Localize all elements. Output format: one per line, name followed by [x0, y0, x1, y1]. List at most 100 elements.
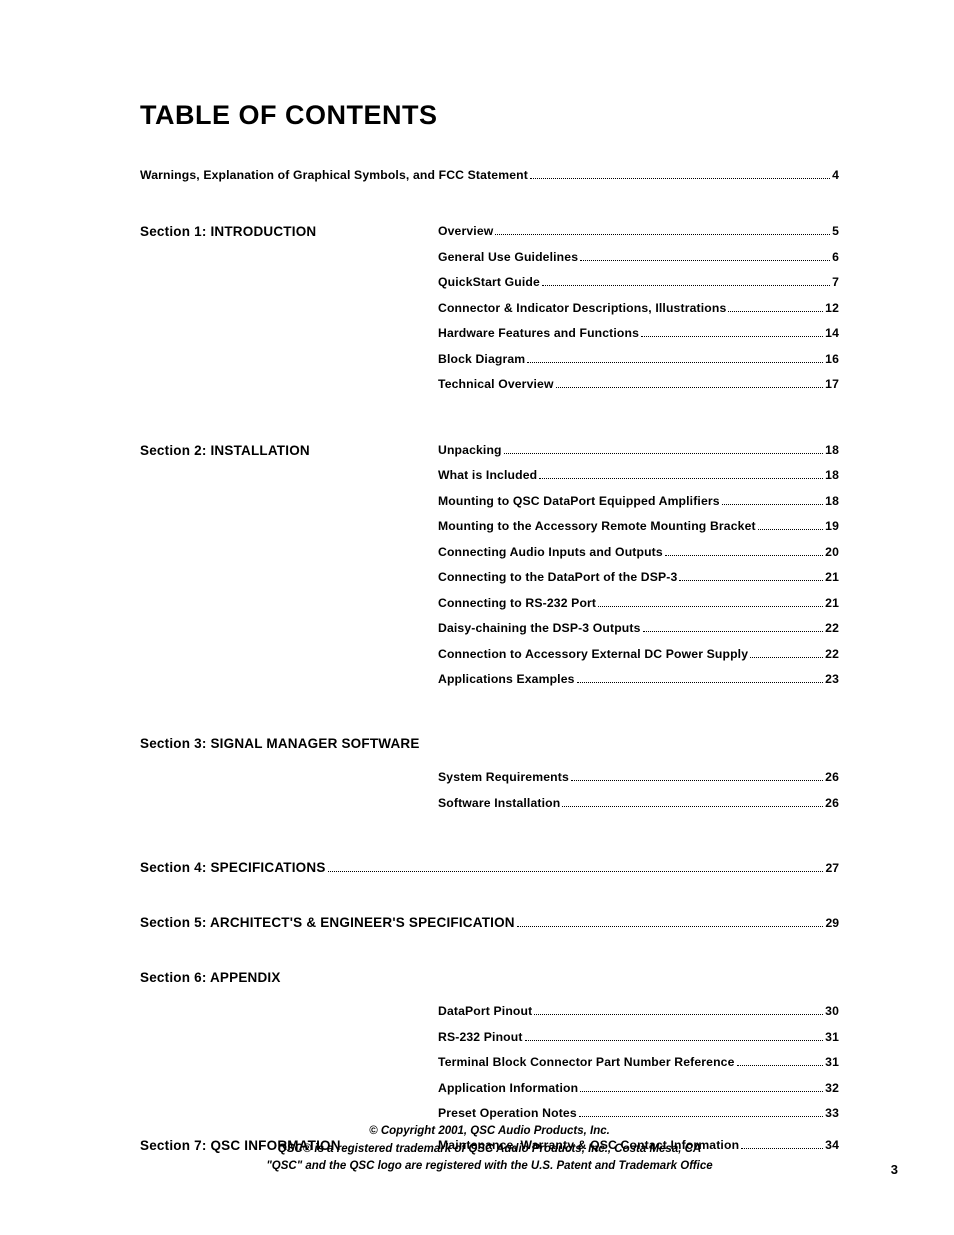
section-block-appendix: Section 6: APPENDIX DataPort Pinout 30 RS-…	[140, 970, 839, 1130]
toc-dots	[571, 780, 823, 781]
toc-page: 33	[825, 1105, 839, 1121]
toc-label: DataPort Pinout	[438, 1003, 532, 1019]
toc-page: 21	[825, 569, 839, 585]
toc-entry: Application Information 32	[438, 1080, 839, 1096]
toc-dots	[517, 926, 824, 927]
toc-label: System Requirements	[438, 769, 569, 785]
toc-label: Preset Operation Notes	[438, 1105, 577, 1121]
toc-label: Connecting to the DataPort of the DSP-3	[438, 569, 677, 585]
toc-dots	[328, 871, 824, 872]
toc-dots	[737, 1065, 824, 1066]
toc-label: General Use Guidelines	[438, 249, 578, 265]
toc-dots	[527, 362, 823, 363]
section-block: Section 1: INTRODUCTION Overview 5 General …	[140, 223, 839, 401]
toc-label: Connecting Audio Inputs and Outputs	[438, 544, 663, 560]
toc-page: 14	[825, 325, 839, 341]
toc-dots	[750, 657, 823, 658]
toc-label: Mounting to the Accessory Remote Mountin…	[438, 518, 756, 534]
toc-page: 21	[825, 595, 839, 611]
toc-dots	[665, 555, 823, 556]
toc-dots	[579, 1116, 823, 1117]
toc-page: 31	[825, 1054, 839, 1070]
toc-entry: Overview 5	[438, 223, 839, 239]
section-block: Section 3: SIGNAL MANAGER SOFTWARESystem…	[140, 736, 839, 820]
toc-dots	[641, 336, 823, 337]
toc-entry: Preset Operation Notes 33	[438, 1105, 839, 1121]
toc-label: Mounting to QSC DataPort Equipped Amplif…	[438, 493, 720, 509]
toc-label: Hardware Features and Functions	[438, 325, 639, 341]
toc-label: Daisy-chaining the DSP-3 Outputs	[438, 620, 641, 636]
toc-page: 31	[825, 1029, 839, 1045]
toc-dots	[495, 234, 830, 235]
toc-page: 6	[832, 249, 839, 265]
footer: © Copyright 2001, QSC Audio Products, In…	[140, 1123, 839, 1175]
toc-label: Software Installation	[438, 795, 560, 811]
toc-dots	[534, 1014, 823, 1015]
toc-entry: Terminal Block Connector Part Number Ref…	[438, 1054, 839, 1070]
toc-entry: Connecting to the DataPort of the DSP-3 2…	[438, 569, 839, 585]
toc-dots	[580, 260, 830, 261]
section-heading: Section 5: ARCHITECT'S & ENGINEER'S SPEC…	[140, 915, 515, 930]
toc-dots	[530, 178, 830, 179]
toc-page: 16	[825, 351, 839, 367]
toc-page: 23	[825, 671, 839, 687]
toc-dots	[728, 311, 823, 312]
section-inline: Section 5: ARCHITECT'S & ENGINEER'S SPEC…	[140, 915, 839, 930]
toc-entry: Connector & Indicator Descriptions, Illu…	[438, 300, 839, 316]
toc-entry: System Requirements 26	[438, 769, 839, 785]
toc-label: Applications Examples	[438, 671, 575, 687]
footer-line-2: QSC® is a registered trademark of QSC Au…	[140, 1141, 839, 1158]
toc-dots	[758, 529, 823, 530]
section-heading-appendix: Section 6: APPENDIX	[140, 970, 839, 985]
toc-entry: Connecting to RS-232 Port21	[438, 595, 839, 611]
toc-page: 26	[825, 795, 839, 811]
toc-label: Overview	[438, 223, 493, 239]
toc-page: 18	[825, 442, 839, 458]
toc-entry: QuickStart Guide7	[438, 274, 839, 290]
toc-entry: Connection to Accessory External DC Powe…	[438, 646, 839, 662]
toc-page: 12	[825, 300, 839, 316]
toc-page: 30	[825, 1003, 839, 1019]
toc-label: Application Information	[438, 1080, 578, 1096]
toc-label: Unpacking	[438, 442, 502, 458]
toc-entry: Hardware Features and Functions 14	[438, 325, 839, 341]
toc-page: 17	[825, 376, 839, 392]
section-inline: Section 4: SPECIFICATIONS 27	[140, 860, 839, 875]
toc-page: 32	[825, 1080, 839, 1096]
toc-page: 22	[825, 646, 839, 662]
toc-dots	[598, 606, 823, 607]
section-heading: Section 1: INTRODUCTION	[140, 224, 316, 239]
toc-entry: What is Included 18	[438, 467, 839, 483]
toc-label: What is Included	[438, 467, 537, 483]
toc-dots	[504, 453, 823, 454]
toc-label: Warnings, Explanation of Graphical Symbo…	[140, 167, 528, 183]
toc-page: 18	[825, 467, 839, 483]
toc-page: 26	[825, 769, 839, 785]
toc-dots	[722, 504, 823, 505]
toc-entry: RS-232 Pinout 31	[438, 1029, 839, 1045]
toc-entry: Technical Overview 17	[438, 376, 839, 392]
toc-page: 29	[825, 916, 839, 930]
footer-line-3: "QSC" and the QSC logo are registered wi…	[140, 1158, 839, 1175]
toc-entry: Block Diagram16	[438, 351, 839, 367]
toc-dots	[577, 682, 824, 683]
toc-dots	[562, 806, 823, 807]
section-block: Section 2: INSTALLATIONUnpacking18What i…	[140, 442, 839, 697]
toc-page: 20	[825, 544, 839, 560]
section-heading: Section 4: SPECIFICATIONS	[140, 860, 326, 875]
toc-entry: General Use Guidelines 6	[438, 249, 839, 265]
toc-page: 5	[832, 223, 839, 239]
toc-page: 4	[832, 167, 839, 183]
toc-dots	[542, 285, 830, 286]
toc-dots	[580, 1091, 823, 1092]
toc-page: 19	[825, 518, 839, 534]
page-number: 3	[891, 1162, 898, 1177]
toc-label: Connector & Indicator Descriptions, Illu…	[438, 300, 726, 316]
toc-page: 27	[825, 861, 839, 875]
toc-entry: Software Installation 26	[438, 795, 839, 811]
toc-dots	[679, 580, 823, 581]
toc-label: QuickStart Guide	[438, 274, 540, 290]
toc-entry: Unpacking 18	[438, 442, 839, 458]
toc-entry: Applications Examples 23	[438, 671, 839, 687]
toc-label: Technical Overview	[438, 376, 554, 392]
